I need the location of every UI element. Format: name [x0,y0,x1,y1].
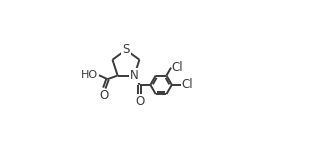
Text: Cl: Cl [182,78,193,91]
Text: HO: HO [81,70,98,80]
Text: N: N [130,69,139,82]
Text: S: S [122,43,130,56]
Text: Cl: Cl [172,61,183,74]
Text: O: O [135,95,144,108]
Text: O: O [100,89,109,102]
